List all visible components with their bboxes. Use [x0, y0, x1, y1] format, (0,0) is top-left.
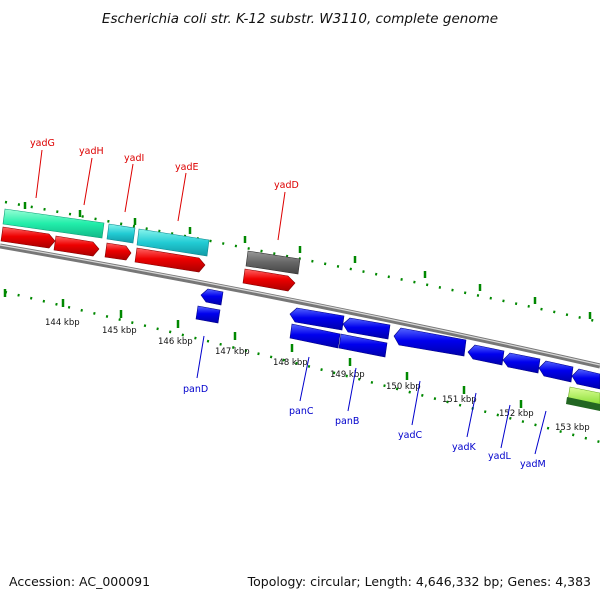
- yadD-gene-feature[interactable]: [245, 250, 301, 275]
- outer-tick-track: [4, 200, 600, 324]
- forward-cds-arrow[interactable]: [0, 226, 56, 249]
- gene-label-yadD[interactable]: yadD: [274, 180, 299, 191]
- gene-label-yadC[interactable]: yadC: [398, 430, 422, 441]
- forward-cds-arrow[interactable]: [242, 268, 296, 292]
- reverse-label-leaders: [196, 335, 547, 455]
- yadG-gene-feature[interactable]: [2, 208, 105, 239]
- tick-label-150kbp: 150 kbp: [386, 382, 421, 392]
- reverse-cds-arrow[interactable]: [502, 352, 541, 374]
- inner-major-ticks: [3, 289, 523, 408]
- outer-major-ticks: [23, 202, 592, 319]
- gene-label-panB[interactable]: panB: [335, 416, 359, 427]
- forward-cds-arrow[interactable]: [104, 242, 132, 261]
- reverse-cds-arrow[interactable]: [467, 344, 505, 366]
- tick-label-146kbp: 146 kbp: [158, 337, 193, 347]
- accession-text: Accession: AC_000091: [9, 574, 150, 589]
- panB-gene-feature[interactable]: [338, 333, 388, 358]
- tick-label-148kbp: 148 kbp: [273, 358, 308, 368]
- reverse-cds-arrow[interactable]: [571, 368, 600, 390]
- gene-label-yadE[interactable]: yadE: [175, 162, 198, 173]
- panD-cds-arrow[interactable]: [200, 288, 224, 306]
- gene-label-yadI[interactable]: yadI: [124, 153, 144, 164]
- gene-label-yadH[interactable]: yadH: [79, 146, 104, 157]
- map-title: Escherichia coli str. K-12 substr. W3110…: [102, 11, 498, 27]
- tick-label-144kbp: 144 kbp: [45, 318, 80, 328]
- topology-text: Topology: circular; Length: 4,646,332 bp…: [247, 574, 591, 589]
- tick-label-147kbp: 147 kbp: [215, 347, 250, 357]
- tick-label-151kbp: 151 kbp: [442, 395, 477, 405]
- forward-cds-arrow[interactable]: [134, 247, 206, 273]
- tick-label-145kbp: 145 kbp: [102, 326, 137, 336]
- tick-label-149kbp: 149 kbp: [330, 370, 365, 380]
- gene-label-yadL[interactable]: yadL: [488, 451, 511, 462]
- gene-label-panD[interactable]: panD: [183, 384, 208, 395]
- gene-label-yadM[interactable]: yadM: [520, 459, 546, 470]
- forward-cds-arrow[interactable]: [53, 235, 100, 257]
- gene-label-panC[interactable]: panC: [289, 406, 314, 417]
- gene-label-yadG[interactable]: yadG: [30, 138, 55, 149]
- dark-green-feature[interactable]: [566, 397, 600, 411]
- gene-label-yadK[interactable]: yadK: [452, 442, 476, 453]
- tick-label-153kbp: 153 kbp: [555, 423, 590, 433]
- panD-gene-feature[interactable]: [195, 305, 221, 324]
- reverse-cds-arrow[interactable]: [538, 360, 574, 383]
- forward-label-leaders: [35, 149, 286, 241]
- reverse-cds-arrow[interactable]: [289, 307, 345, 331]
- reverse-cds-arrow[interactable]: [393, 327, 467, 357]
- yadI-gene-feature[interactable]: [106, 223, 136, 244]
- tick-label-152kbp: 152 kbp: [499, 409, 534, 419]
- panC-gene-feature[interactable]: [289, 323, 341, 349]
- reverse-cds-arrow[interactable]: [342, 317, 391, 340]
- genome-backbone: [0, 243, 600, 369]
- yadE-gene-feature[interactable]: [136, 228, 210, 257]
